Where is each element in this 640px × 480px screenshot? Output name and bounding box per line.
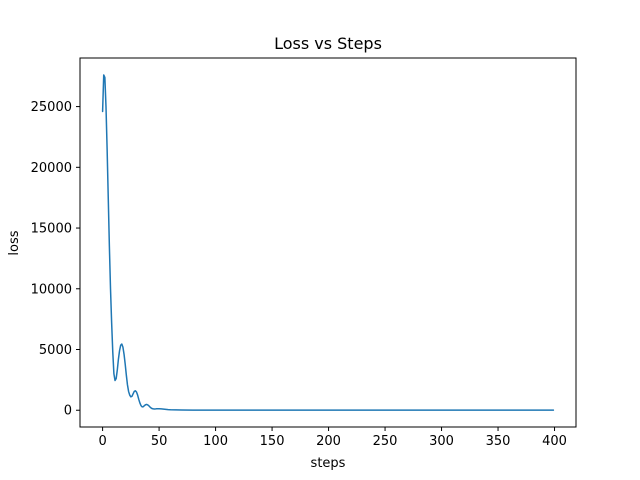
plot-frame xyxy=(79,57,577,428)
plot-layer xyxy=(101,74,555,411)
y-axis-label: loss xyxy=(7,230,22,255)
y-tick-label: 5000 xyxy=(39,343,72,358)
x-tick-label: 400 xyxy=(542,434,567,449)
x-tick-label: 350 xyxy=(486,434,511,449)
y-tick-label: 25000 xyxy=(31,100,72,115)
y-tick-label: 10000 xyxy=(31,282,72,297)
x-tick-label: 250 xyxy=(373,434,398,449)
x-tick-label: 100 xyxy=(203,434,228,449)
x-tick-label: 150 xyxy=(260,434,285,449)
y-axis-ticks: 0 5000 10000 15000 20000 25000 xyxy=(31,100,80,419)
x-axis-label: steps xyxy=(311,456,346,471)
x-tick-label: 300 xyxy=(429,434,454,449)
series-line xyxy=(101,74,555,411)
chart-title: Loss vs Steps xyxy=(274,34,382,53)
x-tick-label: 200 xyxy=(316,434,341,449)
y-tick-label: 0 xyxy=(64,404,72,419)
y-tick-label: 20000 xyxy=(31,161,72,176)
x-axis-ticks: 0 50 100 150 200 250 300 350 400 xyxy=(98,427,567,449)
y-tick-label: 15000 xyxy=(31,222,72,237)
x-tick-label: 0 xyxy=(98,434,106,449)
x-tick-label: 50 xyxy=(151,434,168,449)
